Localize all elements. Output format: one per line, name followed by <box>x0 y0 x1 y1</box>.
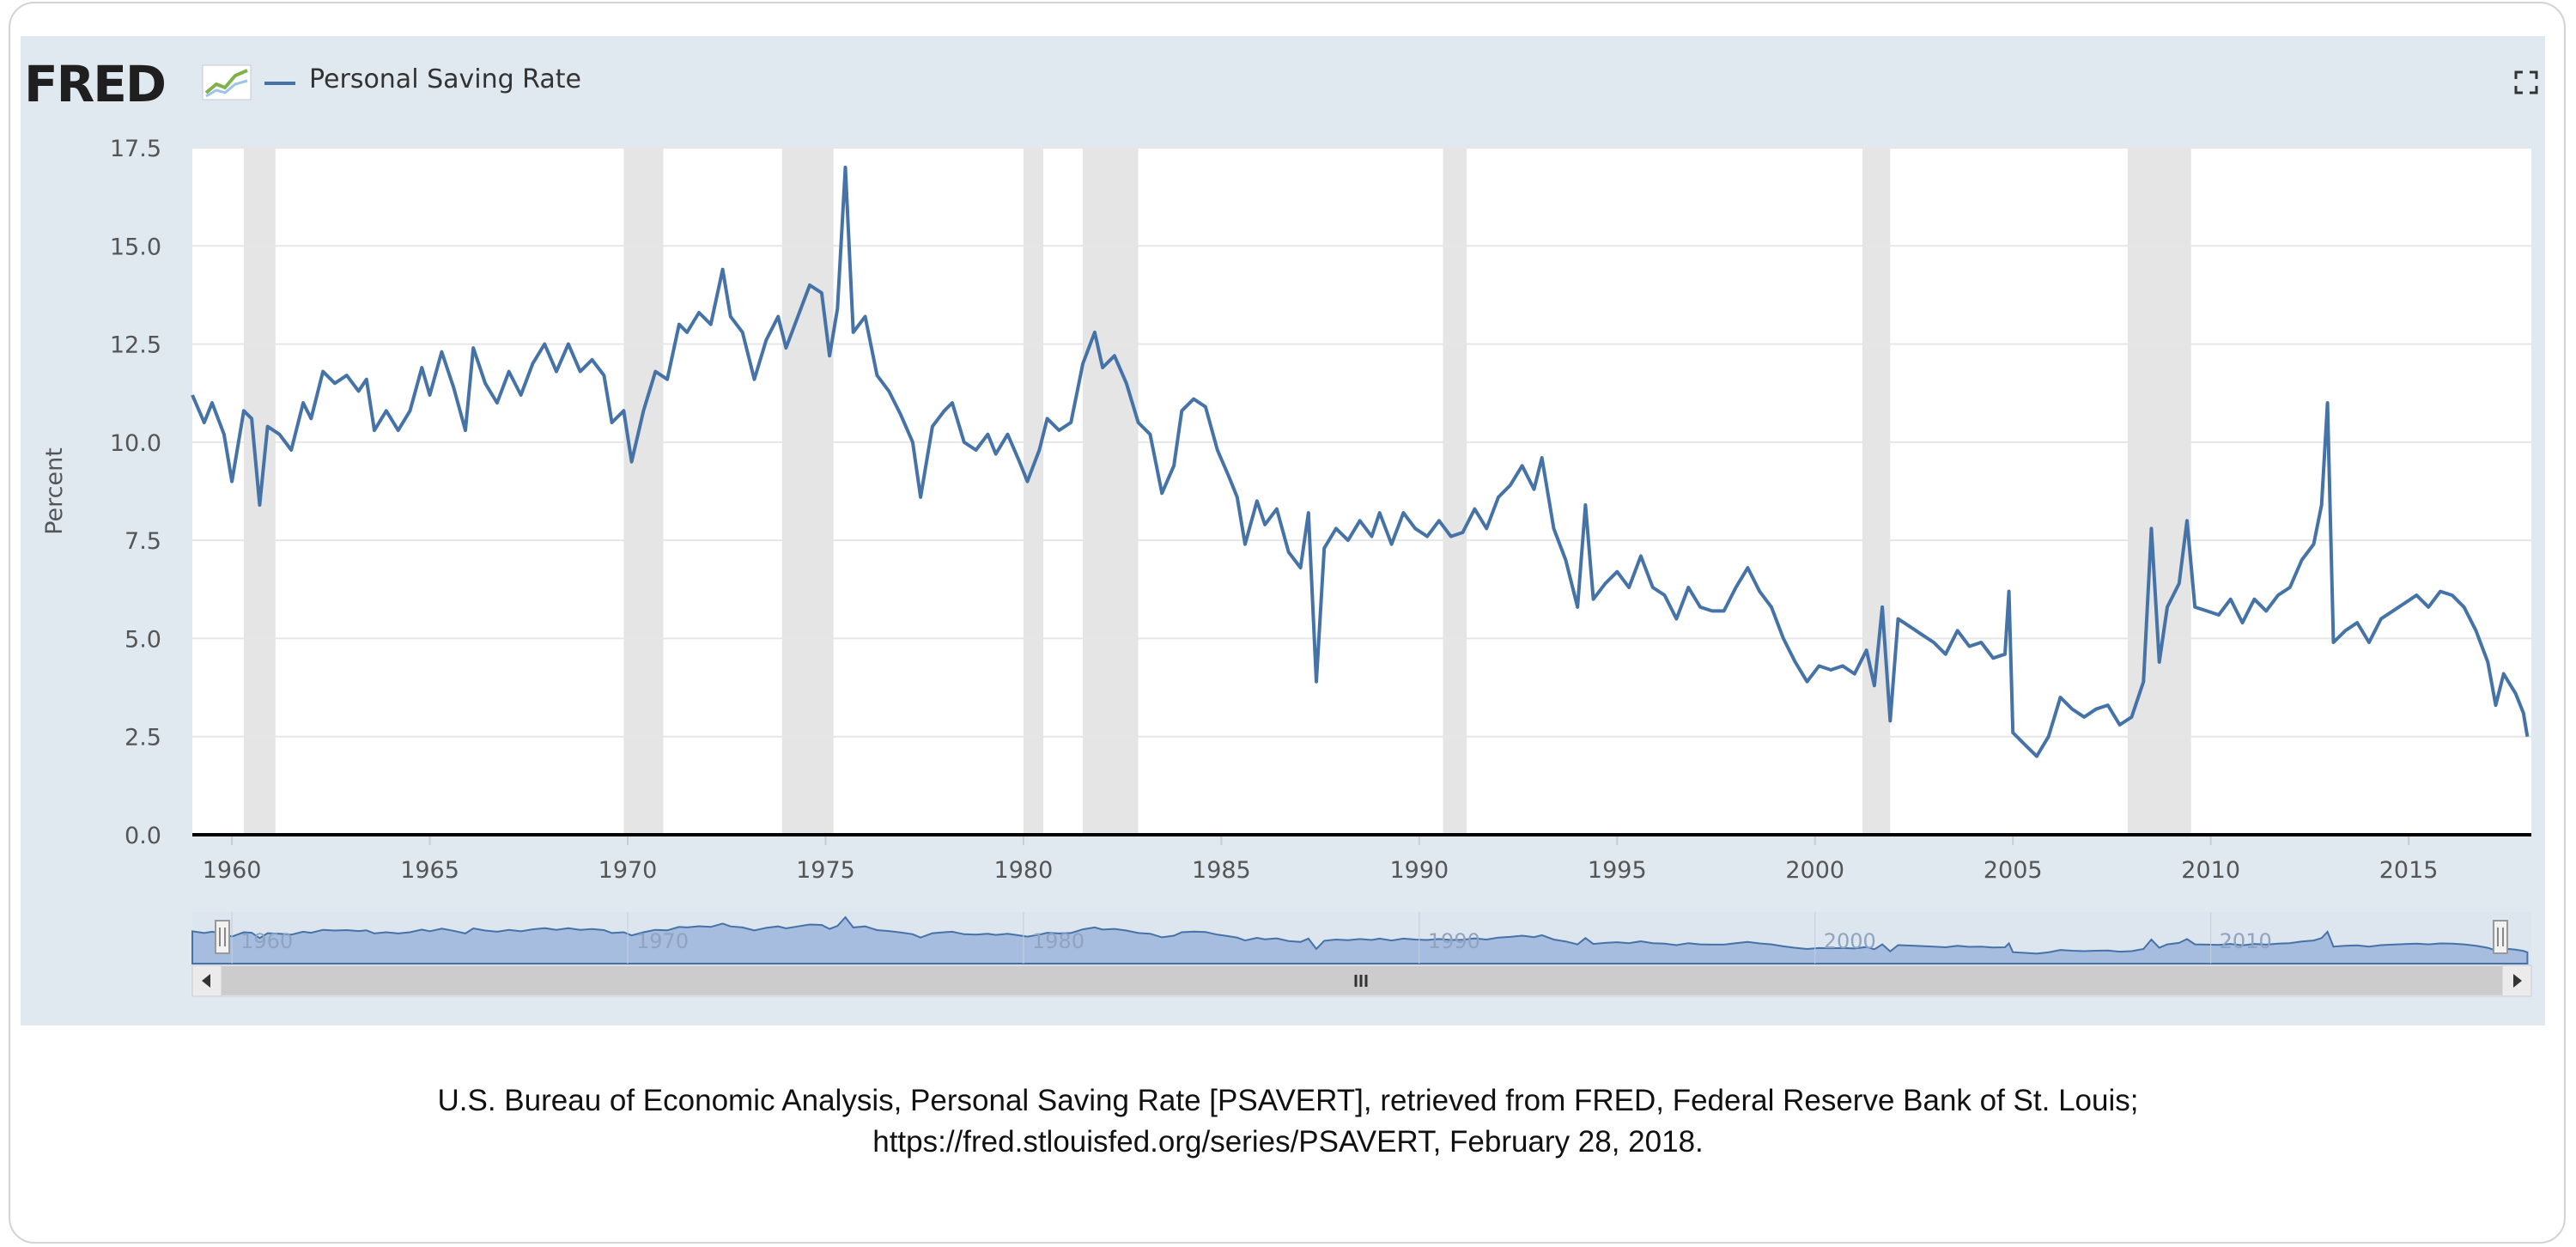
citation-line-2[interactable]: https://fred.stlouisfed.org/series/PSAVE… <box>872 1125 1704 1159</box>
scroll-right-arrow-icon <box>2513 974 2522 988</box>
recession-band-3 <box>1023 148 1043 835</box>
x-tick-label: 1970 <box>598 857 658 884</box>
y-axis-ticks: 0.0 2.5 5.0 7.5 10.0 12.5 15.0 17.5 <box>110 136 161 849</box>
x-tick-label: 2000 <box>1785 857 1844 884</box>
recession-band-5 <box>1443 148 1467 835</box>
x-tick-label: 1995 <box>1588 857 1647 884</box>
citation-line-1: U.S. Bureau of Economic Analysis, Person… <box>437 1084 2139 1117</box>
x-tick-label: 2015 <box>2379 857 2439 884</box>
x-axis-ticks: 1960 1965 1970 1975 1980 1985 1990 1995 2000 2005… <box>203 835 2439 884</box>
x-tick-label: 1975 <box>796 857 855 884</box>
navigator-tick-label: 1980 <box>1032 929 1084 953</box>
x-tick-label: 1965 <box>400 857 459 884</box>
recession-shading <box>243 148 2191 835</box>
navigator-series-area <box>191 915 2529 964</box>
series-line-personal-saving-rate <box>191 165 2530 758</box>
scroll-left-arrow-icon <box>202 974 210 988</box>
x-tick-label: 1985 <box>1192 857 1251 884</box>
recession-band-1 <box>623 148 664 835</box>
y-tick-label: 5.0 <box>125 626 161 653</box>
recession-band-4 <box>1083 148 1139 835</box>
navigator-tick-label: 1970 <box>636 929 689 953</box>
y-tick-label: 7.5 <box>125 528 161 555</box>
fred-logo[interactable]: FRED <box>24 55 167 113</box>
y-axis-title: Percent <box>41 447 68 535</box>
fullscreen-icon[interactable] <box>2514 70 2538 94</box>
navigator-tick-label: 1990 <box>1428 929 1480 953</box>
scrollbar-grip-icon <box>1354 975 1368 987</box>
navigator-ticks: 1960 1970 1980 1990 2000 2010 <box>231 912 2272 964</box>
scrollbar[interactable] <box>191 964 2532 997</box>
x-tick-label: 2005 <box>1984 857 2043 884</box>
y-tick-label: 15.0 <box>110 234 161 260</box>
y-tick-label: 10.0 <box>110 430 161 457</box>
recession-band-7 <box>2127 148 2191 835</box>
navigator-right-handle[interactable] <box>2493 920 2508 954</box>
y-tick-label: 12.5 <box>110 332 161 359</box>
y-tick-label: 2.5 <box>125 725 161 751</box>
legend-series-label[interactable]: Personal Saving Rate <box>309 64 581 94</box>
x-tick-label: 1980 <box>994 857 1054 884</box>
navigator-left-handle[interactable] <box>215 920 230 954</box>
recession-band-2 <box>781 148 834 835</box>
navigator-tick-label: 2010 <box>2220 929 2272 953</box>
x-tick-label: 1960 <box>203 857 262 884</box>
fred-chart-icon <box>202 64 252 100</box>
navigator-tick-label: 1960 <box>240 929 293 953</box>
recession-band-6 <box>1862 148 1891 835</box>
navigator-tick-label: 2000 <box>1824 929 1876 953</box>
legend-line-swatch <box>264 82 295 85</box>
grid-lines <box>192 147 2531 738</box>
y-tick-label: 0.0 <box>125 823 161 849</box>
x-tick-label: 1990 <box>1389 857 1449 884</box>
navigator[interactable]: 1960 1970 1980 1990 2000 2010 <box>191 912 2531 964</box>
x-tick-label: 2010 <box>2181 857 2240 884</box>
y-tick-label: 17.5 <box>110 136 161 162</box>
citation: U.S. Bureau of Economic Analysis, Person… <box>0 1080 2576 1163</box>
